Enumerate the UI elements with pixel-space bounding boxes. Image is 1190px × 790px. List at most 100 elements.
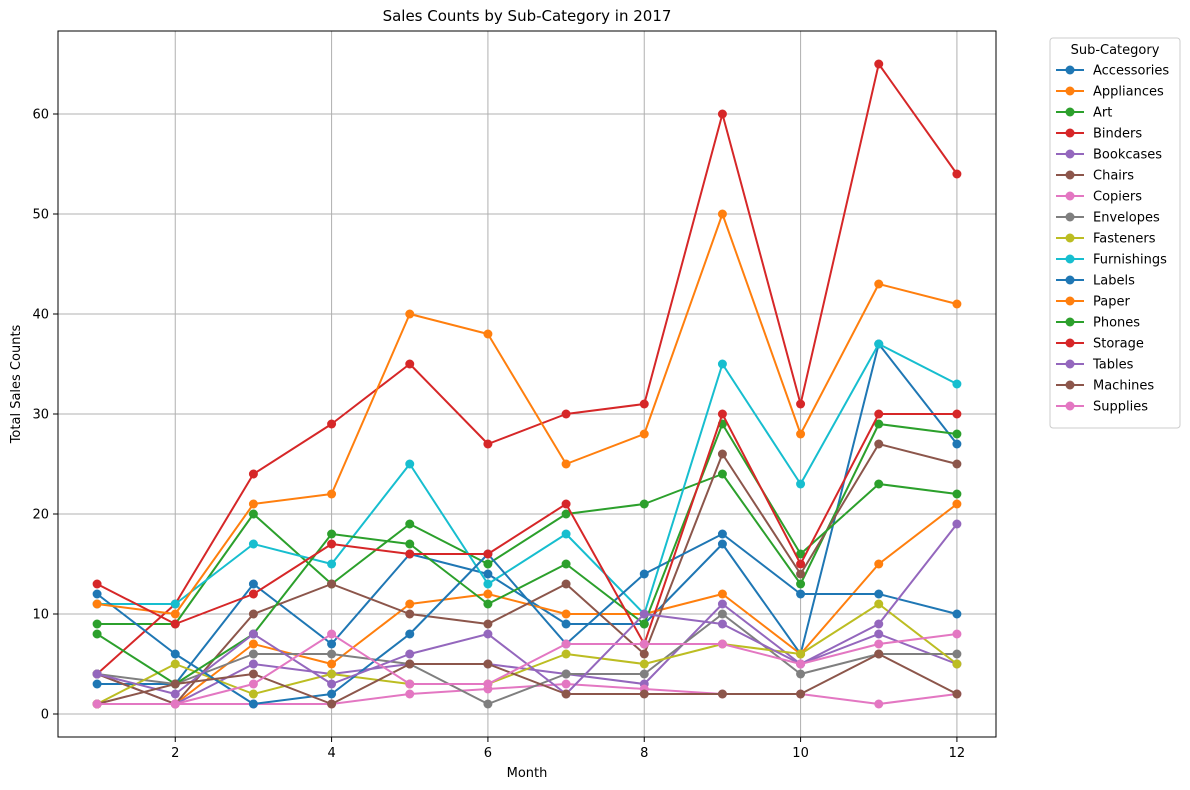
data-point-binders: [952, 169, 962, 179]
data-point-tables: [405, 649, 415, 659]
data-point-paper: [796, 429, 806, 439]
data-point-furnishings: [796, 479, 806, 489]
legend-item-chairs: Chairs: [1056, 169, 1134, 184]
data-point-paper: [717, 209, 727, 219]
data-point-furnishings: [170, 599, 180, 609]
data-point-binders: [248, 469, 258, 479]
data-point-bookcases: [248, 659, 258, 669]
series-line-art: [97, 423, 958, 625]
legend-label: Copiers: [1093, 190, 1142, 205]
y-tick-label: 20: [32, 508, 49, 523]
data-point-machines: [561, 689, 571, 699]
data-point-binders: [561, 409, 571, 419]
legend-item-supplies: Supplies: [1056, 400, 1148, 415]
data-point-chairs: [639, 649, 649, 659]
series-line-labels: [96, 533, 958, 705]
data-point-furnishings: [952, 379, 962, 389]
series-line-machines: [96, 653, 958, 705]
data-point-fasteners: [796, 649, 806, 659]
legend-swatch-marker: [1065, 170, 1075, 180]
legend-item-bookcases: Bookcases: [1056, 148, 1162, 163]
data-point-fasteners: [170, 659, 180, 669]
data-point-storage: [874, 409, 884, 419]
data-point-supplies: [170, 699, 180, 709]
data-point-appliances: [327, 659, 337, 669]
x-tick-label: 8: [640, 746, 648, 761]
data-point-labels: [717, 529, 727, 539]
legend-swatch-marker: [1065, 380, 1075, 390]
legend-label: Storage: [1093, 337, 1144, 352]
legend-item-envelopes: Envelopes: [1056, 211, 1160, 226]
data-point-supplies: [952, 629, 962, 639]
data-point-supplies: [874, 639, 884, 649]
data-point-fasteners: [248, 689, 258, 699]
series-line-binders: [96, 63, 958, 675]
data-point-furnishings: [874, 339, 884, 349]
legend-item-fasteners: Fasteners: [1056, 232, 1156, 247]
data-point-paper: [327, 489, 337, 499]
legend-item-labels: Labels: [1056, 274, 1135, 289]
x-tick-label: 6: [484, 746, 492, 761]
legend-swatch-marker: [1065, 338, 1075, 348]
data-point-phones: [92, 629, 102, 639]
data-point-appliances: [561, 609, 571, 619]
data-point-envelopes: [717, 609, 727, 619]
legend-label: Binders: [1093, 127, 1142, 142]
data-point-storage: [92, 579, 102, 589]
data-point-copiers: [874, 699, 884, 709]
data-point-furnishings: [248, 539, 258, 549]
data-point-copiers: [561, 679, 571, 689]
chart-title: Sales Counts by Sub-Category in 2017: [383, 7, 672, 25]
legend-label: Tables: [1092, 358, 1134, 373]
plot-area-frame: [57, 30, 997, 738]
data-point-appliances: [483, 589, 493, 599]
data-point-tables: [639, 609, 649, 619]
data-point-envelopes: [796, 669, 806, 679]
y-axis-label: Total Sales Counts: [9, 324, 24, 444]
data-point-machines: [717, 689, 727, 699]
data-point-machines: [170, 679, 180, 689]
y-tick-label: 50: [32, 208, 49, 223]
data-point-labels: [248, 699, 258, 709]
series-binders: [92, 59, 962, 679]
data-point-paper: [874, 279, 884, 289]
x-tick-label: 12: [949, 746, 966, 761]
data-point-furnishings: [717, 359, 727, 369]
legend-title: Sub-Category: [1071, 43, 1160, 58]
data-point-envelopes: [561, 669, 571, 679]
y-tick-label: 0: [41, 708, 49, 723]
legend-swatch-marker: [1065, 275, 1075, 285]
data-point-supplies: [405, 679, 415, 689]
data-point-paper: [405, 309, 415, 319]
data-point-accessories: [248, 579, 258, 589]
data-point-furnishings: [327, 559, 337, 569]
legend-swatch-marker: [1065, 212, 1075, 222]
legend-swatch-marker: [1065, 191, 1075, 201]
legend-swatch-marker: [1065, 128, 1075, 138]
x-tick-label: 10: [792, 746, 809, 761]
data-point-tables: [483, 629, 493, 639]
data-point-art: [483, 559, 493, 569]
legend-item-phones: Phones: [1056, 316, 1140, 331]
data-point-machines: [327, 699, 337, 709]
legend-item-appliances: Appliances: [1056, 85, 1164, 100]
data-point-fasteners: [561, 649, 571, 659]
x-tick-label: 2: [171, 746, 179, 761]
data-point-chairs: [405, 609, 415, 619]
series-lines: [92, 59, 962, 709]
data-point-labels: [874, 589, 884, 599]
data-point-storage: [952, 409, 962, 419]
data-point-chairs: [796, 569, 806, 579]
data-point-accessories: [483, 569, 493, 579]
data-point-paper: [92, 599, 102, 609]
data-point-labels: [405, 629, 415, 639]
data-point-binders: [717, 109, 727, 119]
data-point-machines: [874, 649, 884, 659]
series-line-furnishings: [97, 343, 958, 615]
data-point-appliances: [952, 499, 962, 509]
data-point-art: [874, 419, 884, 429]
legend-label: Appliances: [1093, 85, 1164, 100]
series-paper: [92, 209, 962, 619]
data-point-storage: [405, 549, 415, 559]
data-point-storage: [561, 499, 571, 509]
